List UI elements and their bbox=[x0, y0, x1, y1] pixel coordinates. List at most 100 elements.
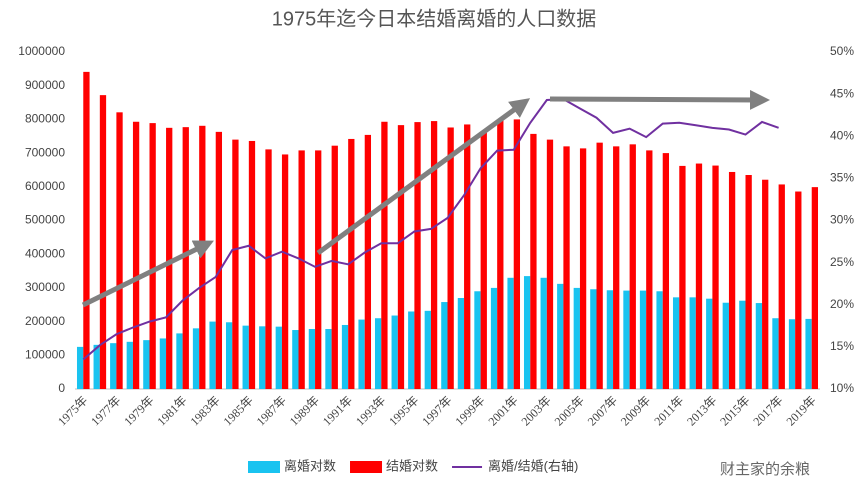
legend-label: 离婚/结婚(右轴) bbox=[488, 458, 578, 473]
bar bbox=[629, 144, 636, 389]
bar bbox=[490, 287, 498, 389]
y-tick-label: 0 bbox=[58, 381, 65, 395]
y2-tick-label: 15% bbox=[830, 339, 854, 353]
bar bbox=[331, 145, 338, 389]
x-tick-label: 1987年 bbox=[254, 393, 289, 428]
bar bbox=[557, 283, 564, 389]
bar bbox=[176, 333, 183, 389]
bar bbox=[441, 302, 448, 389]
y-tick-label: 200000 bbox=[25, 314, 65, 328]
bar bbox=[341, 324, 349, 389]
bar bbox=[265, 149, 272, 389]
bar bbox=[755, 303, 763, 389]
y2-tick-label: 45% bbox=[830, 86, 854, 100]
bar bbox=[805, 318, 812, 389]
bar bbox=[706, 298, 713, 389]
bar bbox=[424, 310, 431, 389]
x-tick-label: 2007年 bbox=[585, 393, 620, 428]
bar bbox=[613, 146, 620, 389]
bar bbox=[573, 287, 580, 389]
x-tick-label: 1995年 bbox=[386, 393, 421, 428]
bar bbox=[540, 277, 547, 389]
bar bbox=[298, 150, 305, 389]
bar bbox=[679, 165, 686, 389]
bar bbox=[99, 95, 107, 390]
x-tick-label: 1997年 bbox=[419, 393, 454, 428]
bar bbox=[374, 318, 382, 389]
chart-title: 1975年迄今日本结婚离婚的人口数据 bbox=[272, 7, 597, 30]
bar bbox=[275, 326, 282, 389]
bar bbox=[712, 165, 719, 389]
bar bbox=[391, 315, 398, 389]
x-tick-label: 1989年 bbox=[287, 393, 322, 428]
bar bbox=[126, 341, 133, 389]
watermark: 财主家的余粮 bbox=[720, 460, 810, 478]
x-tick-label: 1993年 bbox=[353, 393, 388, 428]
bar bbox=[397, 125, 405, 389]
legend-label: 离婚对数 bbox=[284, 458, 336, 473]
x-tick-label: 2015年 bbox=[717, 393, 752, 428]
y-tick-label: 100000 bbox=[25, 347, 65, 361]
bar bbox=[83, 71, 90, 390]
arrow bbox=[81, 240, 214, 308]
line bbox=[82, 98, 779, 361]
annotation-arrows bbox=[81, 89, 770, 308]
x-tick-label: 2003年 bbox=[519, 393, 554, 428]
bar bbox=[457, 298, 465, 389]
y-tick-label: 700000 bbox=[25, 145, 65, 159]
x-tick-label: 1983年 bbox=[187, 393, 222, 428]
y2-tick-label: 25% bbox=[830, 255, 854, 269]
bar bbox=[76, 346, 84, 389]
bar bbox=[182, 127, 189, 389]
x-tick-label: 1977年 bbox=[88, 393, 123, 428]
x-tick-label: 2013年 bbox=[684, 393, 719, 428]
bar bbox=[497, 120, 504, 389]
x-tick-label: 1991年 bbox=[320, 393, 355, 428]
bar bbox=[199, 125, 206, 389]
bar bbox=[430, 121, 438, 390]
bar bbox=[348, 138, 355, 389]
y-tick-label: 600000 bbox=[25, 179, 65, 193]
bar bbox=[523, 276, 531, 389]
bar bbox=[381, 121, 388, 389]
bar bbox=[232, 139, 239, 389]
bar bbox=[474, 291, 481, 389]
bar bbox=[159, 338, 167, 389]
bar bbox=[292, 330, 299, 389]
bar bbox=[811, 187, 819, 389]
bar bbox=[209, 321, 216, 389]
bar bbox=[447, 127, 454, 389]
bar bbox=[590, 289, 597, 389]
bar bbox=[358, 319, 365, 389]
bar bbox=[689, 297, 696, 389]
bar bbox=[656, 291, 663, 389]
bar bbox=[795, 191, 802, 389]
y-tick-label: 300000 bbox=[25, 280, 65, 294]
bar bbox=[507, 277, 514, 389]
bar bbox=[646, 150, 653, 389]
bar bbox=[93, 344, 100, 389]
x-tick-label: 1975年 bbox=[55, 393, 90, 428]
bar bbox=[513, 119, 521, 390]
bar bbox=[143, 340, 150, 389]
bar bbox=[546, 139, 554, 389]
bar bbox=[192, 328, 200, 389]
bar bbox=[166, 127, 173, 389]
x-tick-label: 2019年 bbox=[783, 393, 818, 428]
y2-tick-label: 40% bbox=[830, 128, 854, 142]
y2-tick-label: 20% bbox=[830, 297, 854, 311]
bar bbox=[225, 322, 233, 389]
bar bbox=[788, 319, 796, 389]
bar bbox=[480, 132, 487, 389]
bar bbox=[762, 179, 769, 389]
bar bbox=[248, 140, 256, 389]
bar bbox=[563, 146, 570, 389]
legend-label: 结婚对数 bbox=[386, 458, 438, 473]
bar bbox=[408, 311, 415, 389]
y-tick-label: 500000 bbox=[25, 213, 65, 227]
x-tick-label: 2001年 bbox=[485, 393, 520, 428]
bar bbox=[149, 123, 156, 390]
bar bbox=[242, 325, 249, 389]
bar bbox=[772, 318, 779, 389]
